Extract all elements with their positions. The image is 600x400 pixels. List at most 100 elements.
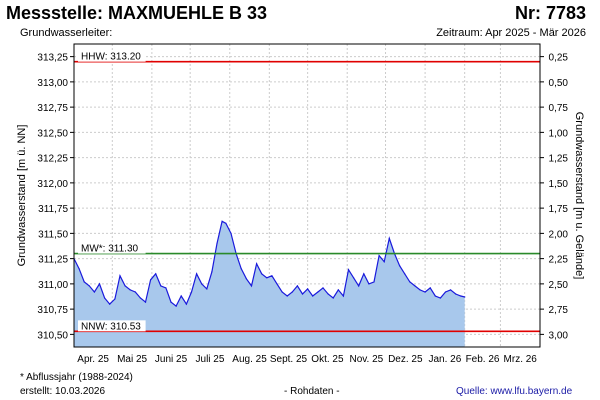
data-point [196,273,198,275]
data-point [455,293,457,295]
reference-line-label: HHW: 313.20 [81,52,141,63]
x-tick-label: Juli 25 [196,354,225,365]
created-date: erstellt: 10.03.2026 [20,386,106,397]
reference-label-bg [78,50,146,62]
data-point [230,232,232,234]
data-point [409,281,411,283]
data-point [342,295,344,297]
y-axis-title-right: Grundwasserstand [m u. Gelände] [573,112,585,280]
data-point [291,291,293,293]
data-point [139,297,141,299]
y-tick-left-label: 311,00 [38,280,68,291]
y-tick-left-label: 311,50 [38,229,68,240]
data-point [464,296,466,298]
data-point [250,285,253,287]
data-point [180,295,182,297]
data-point [281,291,283,293]
y-tick-left-label: 312,25 [37,154,68,165]
data-point [434,295,436,297]
data-point [225,222,227,224]
data-point [261,273,263,275]
data-point [240,268,242,270]
data-point [216,242,218,245]
data-point [414,285,416,287]
data-point [256,263,258,265]
data-point [363,273,365,275]
y-tick-right-label: 2,25 [549,255,569,266]
data-point [317,291,319,293]
y-tick-right-label: 2,50 [549,280,569,291]
data-point [460,295,462,297]
data-point [190,291,193,293]
y-tick-right-label: 2,00 [549,229,569,240]
data-point [429,287,431,289]
data-point [109,303,111,305]
data-point [245,278,247,280]
reference-line-label: MW*: 311.30 [81,244,138,255]
y-tick-left-label: 312,00 [37,179,68,190]
data-point [150,279,152,281]
data-point [378,255,380,257]
data-point [170,301,172,303]
data-point [419,289,421,291]
data-point [337,289,339,291]
data-point [211,271,213,273]
x-tick-label: Juni 25 [155,354,188,365]
x-tick-label: Feb. 26 [466,354,500,365]
data-point [78,268,80,270]
footnote: * Abflussjahr (1988-2024) [20,372,133,383]
data-point [93,291,95,293]
data-point [322,287,324,289]
x-tick-label: Okt. 25 [311,354,344,365]
data-point [114,298,116,300]
y-tick-left-label: 312,50 [37,128,68,139]
data-point [185,303,187,305]
x-tick-label: Apr. 25 [77,354,109,365]
data-point [312,295,314,297]
data-point [424,291,426,293]
y-tick-left-label: 313,25 [37,53,68,64]
y-tick-right-label: 3,00 [549,330,569,341]
aquifer-label: Grundwasserleiter: [20,27,113,39]
reference-line-label: NNW: 310.53 [81,321,141,332]
y-tick-right-label: 0,50 [549,78,569,89]
data-point [160,285,162,287]
data-point [296,285,298,287]
data-point [301,293,304,295]
y-tick-right-label: 1,00 [549,128,569,139]
reference-label-bg [78,320,146,332]
data-point [119,275,121,277]
series-area [74,221,465,347]
data-point [104,297,106,299]
data-point [399,265,401,267]
data-point [88,285,90,287]
y-tick-right-label: 1,75 [549,204,569,215]
data-point [83,281,85,283]
data-point [175,305,177,307]
period-label: Zeitraum: Apr 2025 - Mär 2026 [436,27,586,39]
data-point [201,283,203,285]
x-tick-label: Aug. 25 [232,354,267,365]
data-point [439,297,441,299]
data-point [124,285,126,287]
data-point [358,285,360,287]
data-point [332,297,334,299]
data-point [144,301,147,303]
data-point [98,283,101,285]
x-tick-label: Jan. 26 [428,354,461,365]
source-link[interactable]: Quelle: www.lfu.bayern.de [456,386,573,397]
data-point [206,288,208,290]
data-point [271,275,273,277]
data-point [388,237,390,239]
data-point [353,277,355,279]
x-tick-label: Nov. 25 [349,354,383,365]
y-tick-right-label: 1,50 [549,179,569,190]
x-tick-label: Mrz. 26 [504,354,538,365]
x-tick-label: Mai 25 [117,354,147,365]
data-point [347,269,350,271]
series-line [73,220,465,308]
data-point [266,277,268,279]
data-point [276,283,278,285]
data-point [404,273,406,275]
rawdata-label: - Rohdaten - [284,386,340,397]
